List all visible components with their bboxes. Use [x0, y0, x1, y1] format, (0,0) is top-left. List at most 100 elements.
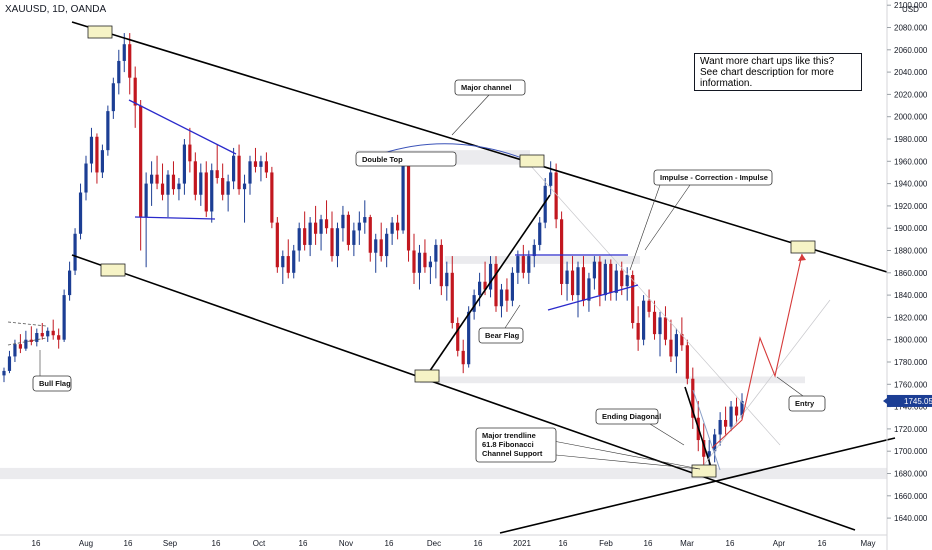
candle-body [494, 263, 498, 307]
candle-body [84, 163, 88, 193]
candle-body [215, 170, 219, 179]
candle-body [680, 334, 684, 346]
candle-body [647, 300, 651, 312]
candle-body [374, 239, 378, 253]
callout-pointer [776, 376, 804, 397]
price-tick-label: 1840.000 [894, 291, 928, 300]
candle-body [729, 406, 733, 427]
candle-body [95, 136, 99, 173]
candle-body [658, 317, 662, 335]
candle-body [516, 256, 520, 273]
bear-flag-bottom [547, 284, 639, 311]
major-trendline-label-text: Major trendline [482, 431, 536, 440]
candle-body [532, 244, 536, 257]
current-price-tag [887, 394, 932, 407]
candle-body [636, 322, 640, 340]
candlestick-series [2, 33, 744, 474]
candle-body [505, 289, 509, 301]
price-tick-label: 1880.000 [894, 247, 928, 256]
time-axis[interactable]: 16 Aug 16 Sep 16 Oct 16 Nov 16 Dec 16 2021 16 Feb 16 Ma… [0, 534, 887, 548]
candle-body [51, 330, 55, 336]
candle-body [303, 228, 307, 245]
candle-body [434, 244, 438, 262]
highlight-box [790, 240, 816, 254]
candle-body [270, 172, 274, 223]
candle-body [139, 105, 143, 218]
major-channel-label-text: Major channel [461, 83, 511, 92]
candle-body [292, 250, 296, 273]
candle-body [554, 172, 558, 220]
candle-body [314, 222, 318, 234]
candle-body [724, 419, 728, 427]
candle-body [510, 272, 514, 301]
zone-band [420, 376, 805, 384]
candle-body [232, 155, 236, 182]
candle-body [324, 219, 329, 229]
candle-body [609, 263, 613, 293]
ending-diagonal-line [684, 386, 713, 471]
callout-pointer [451, 94, 490, 136]
candle-body [128, 44, 132, 78]
candle-body [707, 451, 711, 457]
candle-body [24, 339, 28, 349]
rising-trendline [424, 194, 551, 379]
major-channel-label-box [454, 79, 526, 96]
candle-body [7, 356, 12, 371]
candle-body [663, 317, 668, 340]
candle-body [390, 222, 394, 234]
candle-body [631, 275, 635, 323]
candle-body [450, 272, 454, 323]
callout-pointer [504, 304, 521, 329]
candle-body [160, 183, 165, 195]
candle-body [570, 270, 575, 296]
highlight-box [100, 263, 126, 277]
candle-body [406, 161, 411, 251]
candle-body [603, 263, 607, 296]
price-axis[interactable]: 1640.000 1660.000 1680.000 1700.000 1720.000… [883, 0, 932, 550]
triangle-upper-line [128, 99, 237, 155]
note-line: Want more chart ups like this? [700, 56, 835, 67]
time-tick-label: May [860, 539, 875, 548]
candle-body [691, 378, 695, 418]
candle-body [357, 222, 361, 231]
candle-body [73, 233, 77, 271]
entry-label-box [788, 395, 826, 412]
price-tick-label: 1760.000 [894, 380, 928, 389]
callout-pointer [547, 439, 701, 470]
time-tick-label: 16 [726, 539, 735, 548]
candle-body [652, 311, 657, 335]
candle-body [264, 161, 268, 173]
ending-diagonal-label-box [595, 408, 659, 425]
candle-body [122, 44, 126, 61]
candle-body [499, 289, 504, 307]
candle-body [193, 161, 197, 195]
candle-body [248, 161, 252, 184]
candle-body [428, 261, 432, 268]
candle-body [565, 270, 569, 284]
candle-body [150, 174, 154, 184]
candle-body [281, 256, 285, 268]
bull-flag-label-box [32, 375, 72, 392]
candle-body [13, 344, 17, 357]
candle-body [527, 256, 531, 273]
candle-body [412, 250, 416, 273]
double-top-label-box [355, 151, 457, 167]
major-trendline [499, 437, 896, 534]
candle-body [29, 339, 33, 342]
candle-body [614, 270, 618, 293]
candle-body [456, 322, 460, 351]
price-tick-label: 1940.000 [894, 180, 928, 189]
major-trendline-label-text: 61.8 Fibonacci [482, 440, 534, 449]
candle-body [100, 150, 104, 173]
candle-body [259, 161, 263, 167]
candle-body [210, 170, 214, 212]
candle-body [297, 228, 301, 251]
callout-pointer [644, 184, 691, 251]
candle-body [401, 161, 405, 231]
price-tick-label: 1700.000 [894, 447, 928, 456]
candle-body [275, 222, 279, 268]
time-tick-label: Apr [773, 539, 786, 548]
price-tick-label: 2000.000 [894, 113, 928, 122]
time-tick-label: 16 [818, 539, 827, 548]
